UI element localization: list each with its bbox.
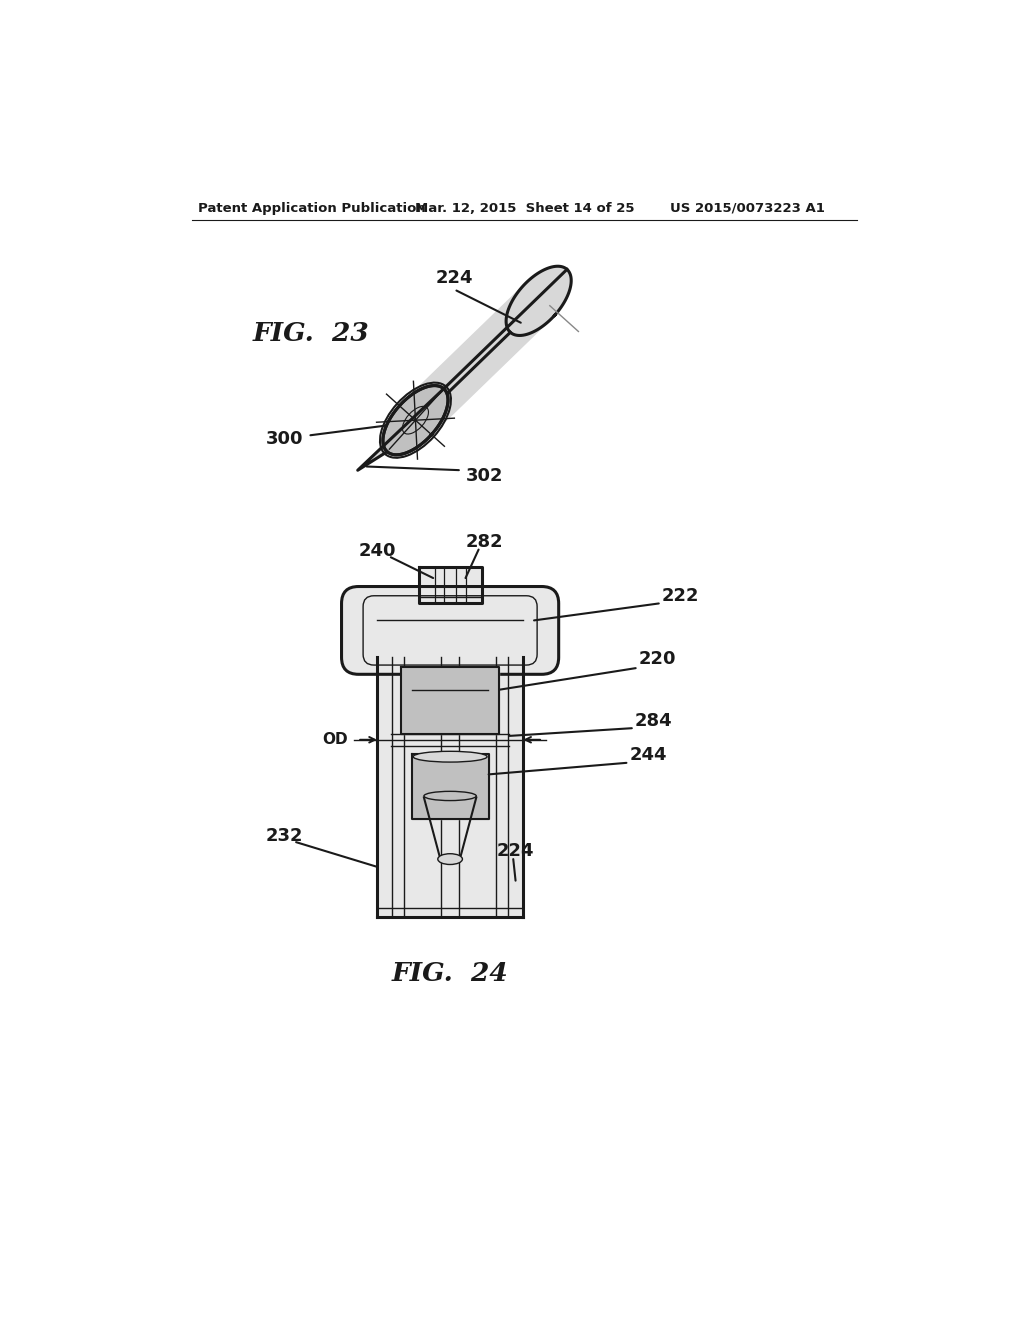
Text: 284: 284 <box>635 711 673 730</box>
Text: 222: 222 <box>662 587 699 605</box>
Text: OD: OD <box>323 733 348 747</box>
Text: 220: 220 <box>639 649 676 668</box>
Text: Patent Application Publication: Patent Application Publication <box>199 202 426 215</box>
Text: FIG.  23: FIG. 23 <box>252 322 369 346</box>
Text: 282: 282 <box>466 533 504 550</box>
Polygon shape <box>419 566 481 603</box>
Text: 232: 232 <box>266 828 303 845</box>
FancyBboxPatch shape <box>342 586 559 675</box>
Text: 224: 224 <box>497 842 535 861</box>
Text: 300: 300 <box>266 430 304 449</box>
Text: FIG.  24: FIG. 24 <box>392 961 509 986</box>
Polygon shape <box>383 267 571 455</box>
Text: US 2015/0073223 A1: US 2015/0073223 A1 <box>670 202 824 215</box>
Polygon shape <box>377 657 523 917</box>
Polygon shape <box>383 385 449 455</box>
Text: 224: 224 <box>435 269 473 286</box>
Text: 244: 244 <box>630 746 667 764</box>
Polygon shape <box>400 667 500 734</box>
Polygon shape <box>412 754 488 818</box>
Text: Mar. 12, 2015  Sheet 14 of 25: Mar. 12, 2015 Sheet 14 of 25 <box>416 202 635 215</box>
Polygon shape <box>357 388 443 470</box>
Ellipse shape <box>438 854 463 865</box>
Text: 240: 240 <box>358 543 395 560</box>
Ellipse shape <box>413 751 487 762</box>
Text: 302: 302 <box>466 467 503 486</box>
